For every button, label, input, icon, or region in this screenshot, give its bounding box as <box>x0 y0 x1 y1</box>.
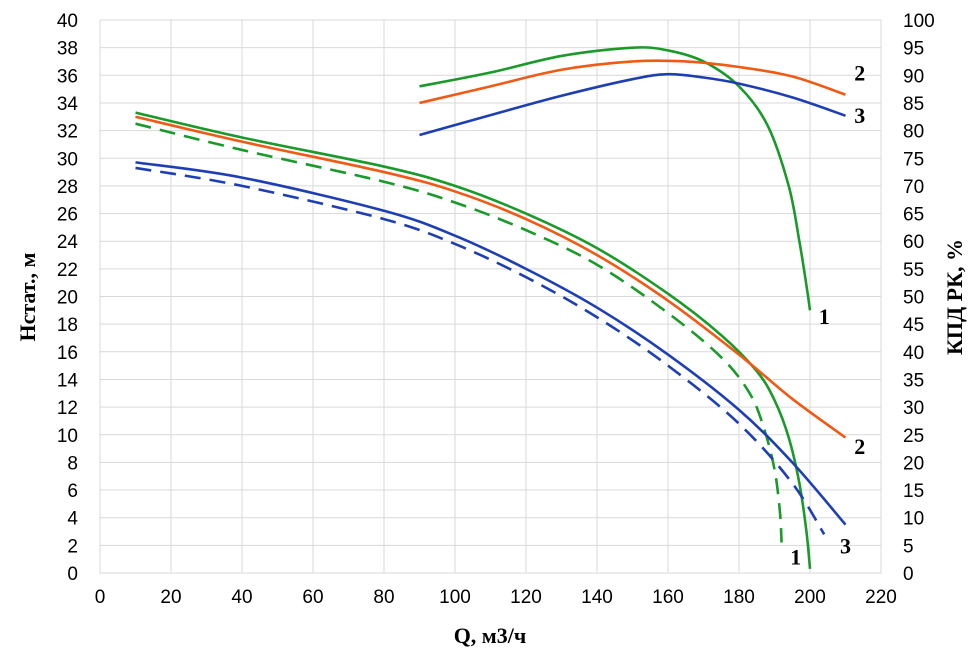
y-left-tick-label: 10 <box>57 426 78 447</box>
x-tick-label: 180 <box>723 587 755 608</box>
x-tick-label: 80 <box>373 587 394 608</box>
y-right-tick-label: 65 <box>903 205 924 226</box>
y-left-tick-label: 24 <box>57 232 79 253</box>
curve-annotations: 2 3 1 2 3 1 <box>790 61 865 570</box>
series-line-blue-dashed-left <box>135 166 826 535</box>
y-right-tick-label: 50 <box>903 288 924 309</box>
y-left-axis-title: Нстат., м <box>15 252 40 341</box>
y-right-tick-label: 15 <box>903 481 924 502</box>
y-right-tick-label: 95 <box>903 39 924 60</box>
y-right-tick-label: 10 <box>903 509 924 530</box>
y-right-tick-label: 85 <box>903 94 924 115</box>
curve-number-label: 2 <box>854 61 865 86</box>
curve-number-label: 1 <box>790 544 801 569</box>
y-right-tick-label: 100 <box>903 11 935 32</box>
y-right-tick-label: 40 <box>903 343 924 364</box>
x-tick-label: 220 <box>865 587 897 608</box>
y-right-tick-label: 60 <box>903 232 924 253</box>
y-right-tick-label: 0 <box>903 564 914 585</box>
x-tick-label: 20 <box>160 587 181 608</box>
series-line-orange-left <box>135 115 847 439</box>
y-left-tick-label: 38 <box>57 39 78 60</box>
y-right-axis-title: КПД РК, % <box>942 239 967 355</box>
y-left-tick-label: 16 <box>57 343 78 364</box>
y-left-tick-label: 8 <box>67 453 78 474</box>
x-tick-label: 40 <box>231 587 252 608</box>
y-left-tick-label: 12 <box>57 398 78 419</box>
y-left-tick-label: 20 <box>57 288 78 309</box>
x-tick-label: 60 <box>302 587 323 608</box>
series-line-orange-right <box>419 59 846 105</box>
x-tick-label: 120 <box>510 587 542 608</box>
curve-number-label: 1 <box>819 304 830 329</box>
y-right-tick-label: 35 <box>903 370 924 391</box>
y-right-tick-label: 55 <box>903 260 924 281</box>
x-tick-label: 0 <box>95 587 106 608</box>
curve-number-label: 2 <box>854 434 865 459</box>
x-axis-title: Q, м3/ч <box>454 623 527 648</box>
x-tick-label: 160 <box>652 587 684 608</box>
series-line-green-dashed-left <box>135 122 783 543</box>
x-tick-label: 140 <box>581 587 613 608</box>
series-line-blue-left <box>135 161 847 526</box>
y-left-tick-label: 36 <box>57 66 78 87</box>
y-right-tick-label: 80 <box>903 122 924 143</box>
y-right-tick-label: 30 <box>903 398 924 419</box>
y-right-tick-label: 25 <box>903 426 924 447</box>
y-left-tick-label: 34 <box>57 94 79 115</box>
y-left-tick-label: 32 <box>57 122 78 143</box>
grid <box>99 19 882 574</box>
x-tick-label: 100 <box>439 587 471 608</box>
y-left-tick-label: 40 <box>57 11 78 32</box>
curve-number-label: 3 <box>854 103 865 128</box>
y-right-tick-label: 75 <box>903 149 924 170</box>
curve-number-label: 3 <box>840 533 851 558</box>
series-line-blue-right <box>419 72 846 137</box>
y-right-tick-label: 5 <box>903 536 914 557</box>
y-left-tick-label: 30 <box>57 149 78 170</box>
series-line-green-left <box>135 111 812 569</box>
y-right-tick-label: 45 <box>903 315 924 336</box>
tick-labels: 0 20 40 60 80 100 120 140 160 180 200 2200246810121… <box>57 11 935 608</box>
y-left-tick-label: 22 <box>57 260 78 281</box>
x-tick-label: 200 <box>794 587 826 608</box>
series-line-green-right <box>419 46 812 311</box>
y-left-tick-label: 0 <box>67 564 78 585</box>
y-left-tick-label: 18 <box>57 315 78 336</box>
y-left-tick-label: 26 <box>57 205 78 226</box>
y-left-tick-label: 14 <box>57 370 79 391</box>
y-left-tick-label: 2 <box>67 536 78 557</box>
plot-frame <box>99 19 882 574</box>
y-right-tick-label: 20 <box>903 453 924 474</box>
y-left-tick-label: 6 <box>67 481 78 502</box>
y-right-tick-label: 70 <box>903 177 924 198</box>
series-layer <box>135 46 847 569</box>
y-left-tick-label: 28 <box>57 177 78 198</box>
y-left-tick-label: 4 <box>67 509 78 530</box>
y-right-tick-label: 90 <box>903 66 924 87</box>
